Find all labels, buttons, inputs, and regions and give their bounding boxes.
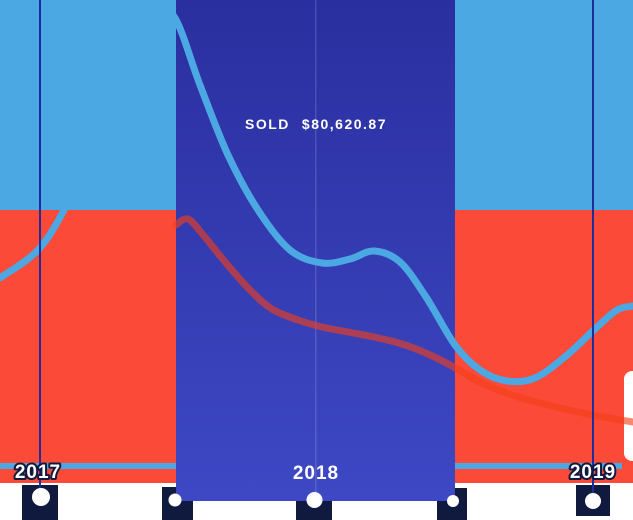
gridline-2017 — [39, 0, 41, 497]
timeline-dot-2017[interactable] — [32, 488, 50, 506]
timeline-dot-mid1[interactable] — [168, 493, 182, 507]
year-label-2018[interactable]: 2018 — [293, 463, 339, 484]
sold-annotation: SOLD $80,620.87 — [245, 116, 387, 132]
sold-label: SOLD — [245, 116, 290, 132]
timeline-dot-2019[interactable] — [585, 493, 601, 509]
timeline-dot-2018[interactable] — [306, 492, 323, 508]
gridline-2019 — [592, 0, 594, 501]
highlight-panel-2018[interactable] — [176, 0, 455, 501]
year-label-2019[interactable]: 2019 — [568, 460, 617, 485]
sold-value: $80,620.87 — [302, 116, 387, 132]
blue-curve — [0, 4, 633, 386]
timeline-dot-mid2[interactable] — [447, 495, 459, 507]
gridline-2018 — [315, 0, 317, 500]
year-label-2017[interactable]: 2017 — [13, 460, 62, 485]
edge-tooltip-fragment — [624, 371, 633, 461]
red-curve — [172, 215, 633, 426]
